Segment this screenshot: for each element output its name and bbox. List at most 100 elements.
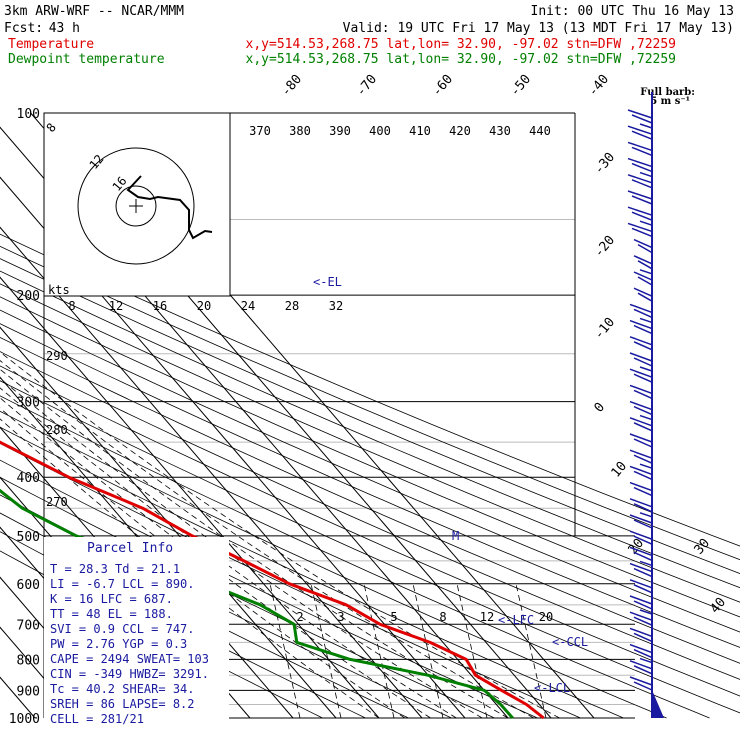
barb-flag-0 xyxy=(627,109,653,119)
wind-barb-0 xyxy=(627,109,653,129)
mixing-ratio-12 xyxy=(456,583,488,719)
hodo-speed-label-20: 20 xyxy=(197,299,211,313)
pressure-label-700: 700 xyxy=(17,618,40,633)
barb-flag-12 xyxy=(629,303,653,314)
isotherm-10 xyxy=(0,176,466,719)
wind-barb-21 xyxy=(629,449,653,469)
barb-flag-b-20 xyxy=(633,438,653,448)
wind-barb-18 xyxy=(629,400,653,421)
barb-flag-b-27 xyxy=(633,551,653,562)
hodo-speed-label-28: 28 xyxy=(285,299,299,313)
wind-barb-5 xyxy=(627,190,653,205)
barb-flag-b-11 xyxy=(637,292,653,302)
wind-barb-8 xyxy=(633,238,653,254)
theta-side-label-280: 280 xyxy=(46,423,68,437)
wind-barb-3 xyxy=(627,157,653,178)
temp-tick-30: 30 xyxy=(692,536,714,558)
wind-barb-12 xyxy=(629,303,653,324)
barb-flag-33 xyxy=(629,643,653,654)
parcel-row-5: PW = 2.76 YGP = 0.3 xyxy=(50,637,187,651)
temp-tick-10: 10 xyxy=(609,459,631,481)
barb-flag-b-28 xyxy=(633,567,653,578)
parcel-row-4: SVI = 0.9 CCL = 747. xyxy=(50,622,195,636)
barb-half-3 xyxy=(639,171,653,178)
hodograph-frame xyxy=(43,112,231,297)
legend-temperature: Temperature xyxy=(8,37,94,52)
theta-label-420: 420 xyxy=(449,124,471,138)
mixing-ratio-label-5: 5 xyxy=(390,610,397,624)
forecast-hour: 43 h xyxy=(49,21,80,36)
wind-barb-26 xyxy=(629,530,653,545)
barb-flag-b-7 xyxy=(631,227,653,238)
pressure-label-400: 400 xyxy=(17,471,40,486)
wind-barb-14 xyxy=(629,336,653,351)
mixing-ratio-20 xyxy=(515,583,547,719)
parcel-row-2: K = 16 LFC = 687. xyxy=(50,592,173,606)
moist-adiabat-14 xyxy=(0,377,483,719)
barb-flag-b-0 xyxy=(631,114,653,124)
barb-flag-3 xyxy=(627,157,653,168)
dry-adiabat-410 xyxy=(0,296,740,618)
barb-flag-b-18 xyxy=(633,405,653,416)
dry-adiabat-360 xyxy=(0,365,740,697)
dry-adiabat-380 xyxy=(0,336,740,664)
barb-flag-4 xyxy=(627,174,653,184)
wind-barb-17 xyxy=(629,384,653,400)
wind-barb-15 xyxy=(629,352,653,372)
barb-flag-b-33 xyxy=(633,648,653,659)
theta-label-400: 400 xyxy=(369,124,391,138)
forecast-label: Fcst: xyxy=(4,21,43,36)
barb-flag-28 xyxy=(629,562,653,573)
dry-adiabat-310 xyxy=(0,443,581,719)
moist-adiabat-8 xyxy=(0,387,457,719)
barb-flag-b-23 xyxy=(633,486,653,497)
temp-tick-20: 20 xyxy=(626,536,648,558)
barb-flag-27 xyxy=(629,546,653,557)
wind-barb-7 xyxy=(627,222,653,238)
parcel-info-box: Parcel Info T = 28.3 Td = 21.1 LI = -6.7… xyxy=(44,537,229,727)
wind-barb-28 xyxy=(629,562,653,578)
surface-barb xyxy=(652,690,664,718)
wind-barb-2 xyxy=(627,141,653,157)
valid-time: Valid: 19 UTC Fri 17 May 13 (13 MDT Fri … xyxy=(343,21,734,36)
ccl-marker: <-CCL xyxy=(552,635,588,649)
barb-flag-b-25 xyxy=(633,519,653,529)
barb-half-27 xyxy=(639,560,653,567)
wind-barbs xyxy=(627,92,664,718)
wind-barb-25 xyxy=(629,514,653,529)
barb-half-9 xyxy=(639,269,653,275)
barb-half-15 xyxy=(639,366,653,372)
barb-flag-b-9 xyxy=(637,260,653,270)
dry-adiabat-400 xyxy=(0,309,740,633)
barb-flag-30 xyxy=(629,595,653,605)
dry-adiabat-350 xyxy=(0,380,740,714)
barb-flag-18 xyxy=(629,400,653,411)
temp-tick-0: 0 xyxy=(592,400,609,416)
barb-half-30 xyxy=(639,609,653,615)
barb-flag-24 xyxy=(629,498,653,508)
hodo-speed-label-32: 32 xyxy=(329,299,343,313)
barb-flag-16 xyxy=(629,368,653,378)
barb-flag-14 xyxy=(629,336,653,346)
dry-adiabat-370 xyxy=(0,351,740,680)
wind-barb-32 xyxy=(629,627,653,643)
temp-tick--80: -80 xyxy=(279,72,306,100)
barb-flag-9 xyxy=(633,255,653,265)
barb-half-33 xyxy=(639,657,653,664)
theta-side-label-290: 290 xyxy=(46,349,68,363)
legend-temperature-info: x,y=514.53,268.75 lat,lon= 32.90, -97.02… xyxy=(246,37,676,52)
barb-flag-b-14 xyxy=(633,341,653,351)
barb-flag-b-10 xyxy=(637,276,653,286)
theta-label-390: 390 xyxy=(329,124,351,138)
theta-side-label-270: 270 xyxy=(46,495,68,509)
temp-tick-40: 40 xyxy=(708,595,730,617)
theta-label-430: 430 xyxy=(489,124,511,138)
barb-half-0 xyxy=(639,123,653,129)
hodo-speed-label-16: 16 xyxy=(153,299,167,313)
moist-adiabat-32 xyxy=(0,351,560,719)
wind-barb-19 xyxy=(629,417,653,432)
barb-flag-22 xyxy=(629,465,653,476)
m-marker: M xyxy=(452,529,459,543)
barb-flag-25 xyxy=(629,514,653,524)
